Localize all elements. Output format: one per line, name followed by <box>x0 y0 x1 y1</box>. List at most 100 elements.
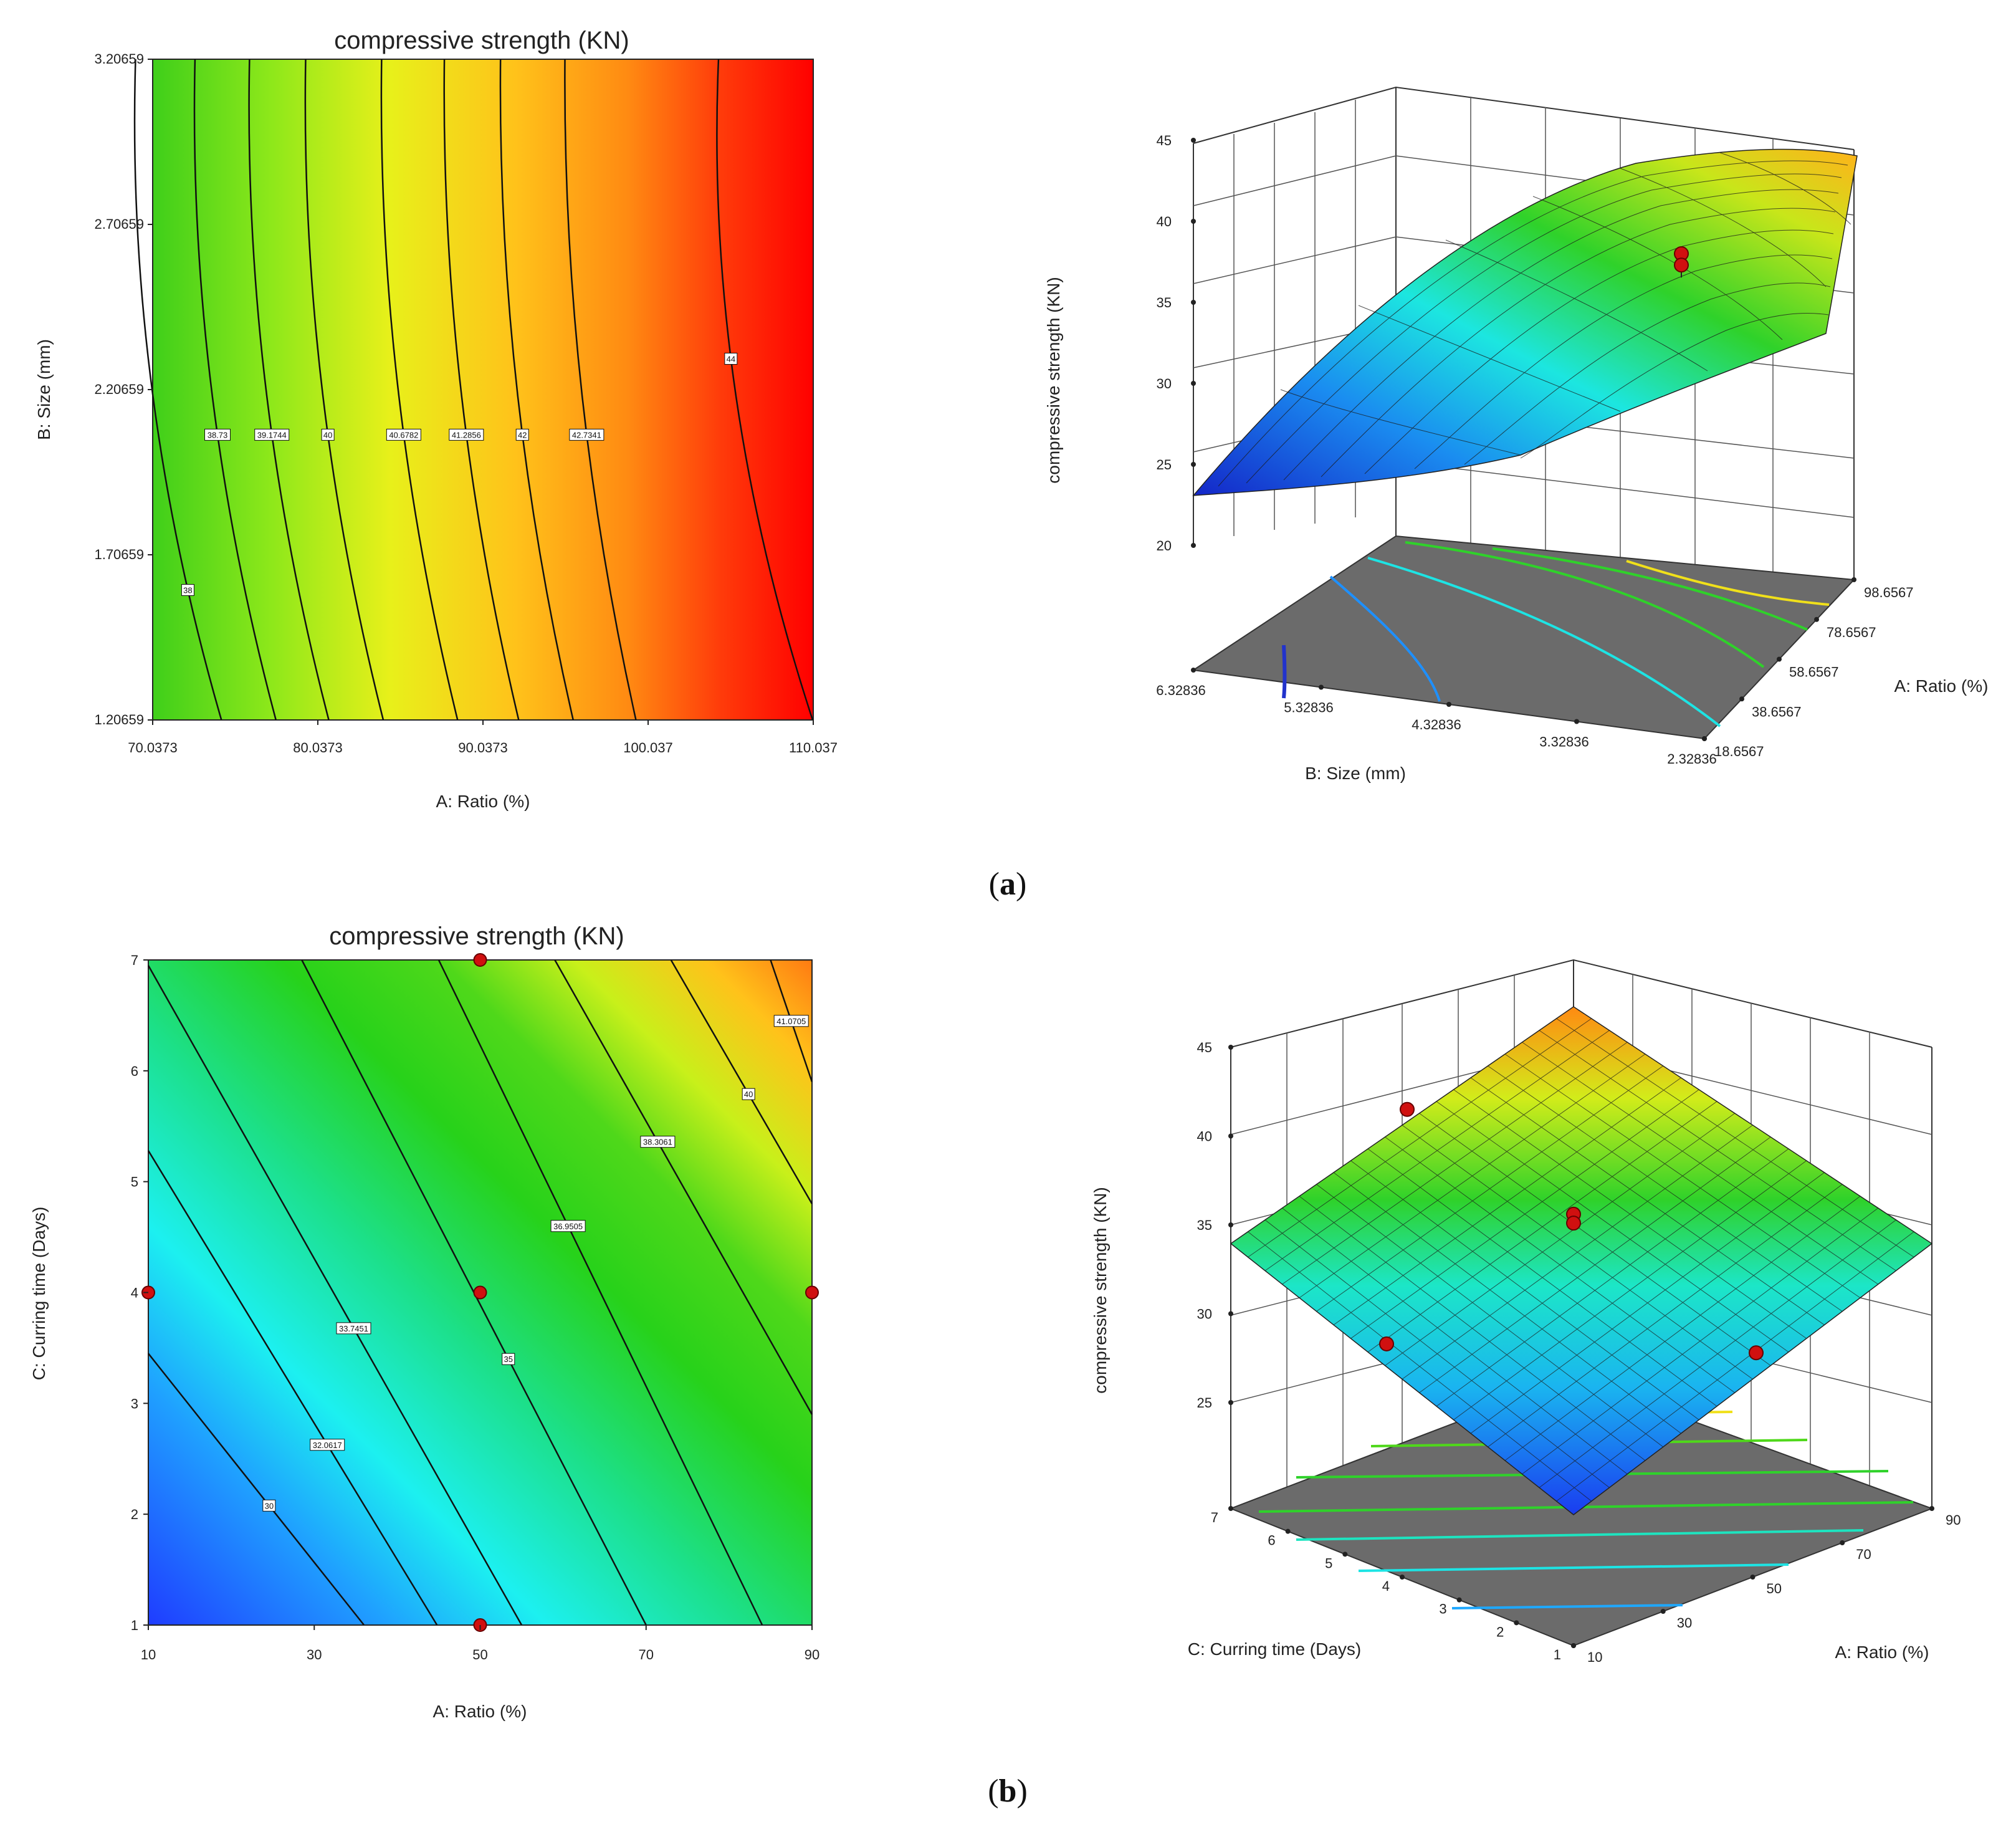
chart-b-contour-y-tick-0: 1 <box>131 1618 138 1633</box>
chart-a-surface-x-tickmark-3 <box>1574 719 1579 724</box>
chart-a-contour-label-5: 41.2856 <box>449 428 484 441</box>
chart-a-floor-contour-2 <box>1329 575 1441 702</box>
chart-b-contour-line-6 <box>670 959 813 1204</box>
chart-b-contour-line-2 <box>147 965 523 1626</box>
chart-b-surface-x-tick-5: 2 <box>1496 1624 1504 1639</box>
chart-b-surface-y-tick-3: 70 <box>1856 1547 1871 1562</box>
chart-a-surface-z-label: compressive strength (KN) <box>1044 277 1063 483</box>
chart-b-contour: compressive strength (KN) 30 32.0617 33.74… <box>29 923 819 1721</box>
chart-b-contour-y-tick-4: 5 <box>131 1174 138 1190</box>
chart-a-surface-x-tick-0: 6.32836 <box>1156 683 1206 698</box>
chart-b-surface-mesh-lines <box>1248 1018 1914 1502</box>
chart-a-surface-y-tickmark-2 <box>1777 656 1782 662</box>
chart-a-contour-x-tick-0: 70.0373 <box>128 740 178 755</box>
chart-b-contour-label-7: 41.0705 <box>773 1015 809 1027</box>
chart-a-surface-y-tickmark-3 <box>1814 616 1819 622</box>
chart-b-surface-x-tick-3: 4 <box>1382 1578 1390 1594</box>
chart-a-contour-label-4-text: 40.6782 <box>389 430 418 439</box>
chart-a-contour-label-0-text: 38 <box>183 585 192 595</box>
chart-a-surface-z-tick-3: 35 <box>1157 295 1172 310</box>
chart-a-surface-design-point-1 <box>1674 257 1689 273</box>
chart-a-contour-line-4 <box>380 59 459 721</box>
chart-b-surface-z-tick-0: 25 <box>1197 1395 1212 1411</box>
chart-a-contour-label-8-text: 44 <box>727 354 735 363</box>
chart-a-contour-x-tick-3: 100.037 <box>623 740 673 755</box>
chart-b-surface-z-tickmark-3 <box>1228 1133 1233 1139</box>
chart-b-surface-y-tickmark-2 <box>1750 1575 1756 1580</box>
chart-b-surface-mesh-line-v-19 <box>1556 1231 1914 1502</box>
chart-b-contour-x-tick-1: 30 <box>307 1647 322 1662</box>
chart-b-contour-title: compressive strength (KN) <box>329 923 624 950</box>
chart-b-surface-x-label: C: Curring time (Days) <box>1188 1639 1361 1659</box>
chart-a-contour-label-3: 40 <box>321 428 335 441</box>
chart-a-surface-x-tick-2: 4.32836 <box>1412 717 1461 732</box>
panel-label-b-letter: b <box>999 1773 1017 1809</box>
chart-a-contour-label-6-text: 42 <box>518 430 527 439</box>
chart-b-surface-z-tick-2: 35 <box>1197 1217 1212 1233</box>
panel-label-b: (b) <box>988 1773 1028 1809</box>
chart-b-contour-label-1-text: 32.0617 <box>313 1441 342 1450</box>
chart-a-surface-x-tickmark-1 <box>1319 684 1324 690</box>
chart-a-floor-contour-1 <box>1282 645 1287 699</box>
chart-b-contour-design-point-3 <box>805 1285 819 1300</box>
chart-b-contour-y-label: C: Curring time (Days) <box>29 1207 49 1380</box>
chart-b-surface-design-point-0 <box>1400 1101 1415 1117</box>
chart-a-surface-y-tick-2: 58.6567 <box>1789 664 1839 680</box>
chart-a-surface-y-tickmark-4 <box>1851 577 1856 582</box>
chart-a-contour-label-2: 39.1744 <box>254 428 290 441</box>
chart-a-contour-line-6 <box>499 59 574 721</box>
chart-b-surface-x-tick-0: 7 <box>1211 1510 1218 1525</box>
chart-b-surface-y-tickmark-0 <box>1571 1643 1576 1648</box>
chart-a-contour-line-3 <box>304 59 385 721</box>
chart-b-contour-label-3-text: 35 <box>504 1355 513 1364</box>
chart-a-surface-x-tickmark-2 <box>1446 702 1451 707</box>
chart-b-surface: 25 30 35 40 45 7 6 5 4 3 2 1 10 30 50 70 90 compressiv… <box>1091 959 1961 1665</box>
chart-b-surface-x-tickmark-3 <box>1400 1575 1405 1580</box>
chart-a-surface-x-label: B: Size (mm) <box>1305 764 1406 783</box>
chart-b-contour-label-2-text: 33.7451 <box>339 1324 368 1333</box>
chart-b-surface-mesh-line-u-18 <box>1539 1030 1896 1271</box>
chart-b-surface-y-tick-4: 90 <box>1946 1512 1961 1528</box>
chart-b-surface-mesh-line-v-11 <box>1419 1136 1771 1393</box>
chart-a-contour-label-0: 38 <box>181 583 194 596</box>
chart-b-surface-mesh-line-v-15 <box>1488 1184 1843 1447</box>
chart-b-surface-design-point-3 <box>1379 1336 1394 1351</box>
panel-label-a: (a) <box>989 866 1027 902</box>
chart-a-surface-y-tick-0: 18.6567 <box>1714 744 1764 759</box>
chart-b-surface-z-tickmark-0 <box>1228 1400 1233 1405</box>
chart-b-surface-z-tickmark-1 <box>1228 1311 1233 1317</box>
chart-a-floor-contour-3 <box>1367 557 1721 727</box>
chart-b-contour-label-7-text: 41.0705 <box>776 1017 806 1026</box>
chart-b-contour-x-tick-4: 90 <box>805 1647 819 1662</box>
chart-b-surface-y-tickmark-3 <box>1840 1540 1845 1545</box>
chart-a-surface-z-tickmark-3 <box>1191 300 1196 305</box>
chart-b-surface-mesh-line-v-18 <box>1539 1219 1896 1488</box>
chart-a-surface-y-tickmark-0 <box>1702 736 1707 741</box>
chart-b-contour-label-0-text: 30 <box>265 1501 274 1510</box>
chart-b-surface-y-tick-2: 50 <box>1767 1581 1782 1596</box>
chart-b-surface-x-tickmark-4 <box>1456 1597 1462 1603</box>
chart-a-surface: 20 25 30 35 40 45 6.32836 5.32836 4.32836 3.3283… <box>1044 86 1989 783</box>
chart-b-surface-z-tick-3: 40 <box>1197 1129 1212 1144</box>
chart-b-surface-mesh-line-u-11 <box>1419 1113 1771 1366</box>
chart-a-contour-line-2 <box>248 59 330 721</box>
chart-b-surface-y-tickmark-1 <box>1660 1609 1666 1614</box>
chart-a-contour-line-1 <box>193 59 277 721</box>
chart-a-floor-contour-4 <box>1405 541 1765 668</box>
chart-b-surface-y-tick-0: 10 <box>1587 1649 1602 1665</box>
chart-a-contour-y-tick-1: 1.70659 <box>94 547 144 562</box>
chart-b-surface-x-tickmark-0 <box>1228 1506 1233 1511</box>
chart-a-surface-z-tick-1: 25 <box>1157 457 1172 472</box>
chart-a-surface-x-tick-4: 2.32836 <box>1667 751 1717 767</box>
chart-b-contour-label-2: 33.7451 <box>336 1322 371 1335</box>
chart-a-surface-x-tick-3: 3.32836 <box>1539 734 1589 750</box>
chart-b-contour-x-label: A: Ratio (%) <box>433 1702 527 1721</box>
chart-a-surface-mesh-lines <box>1218 152 1851 487</box>
chart-b-contour-y-tick-3: 4 <box>131 1285 138 1301</box>
chart-b-surface-design-point-2 <box>1566 1216 1581 1231</box>
chart-b-surface-x-tickmark-5 <box>1514 1620 1519 1626</box>
chart-b-surface-z-tickmark-4 <box>1228 1045 1233 1050</box>
chart-b-surface-mesh <box>1230 1006 1933 1515</box>
chart-a-surface-y-label: A: Ratio (%) <box>1894 676 1989 696</box>
